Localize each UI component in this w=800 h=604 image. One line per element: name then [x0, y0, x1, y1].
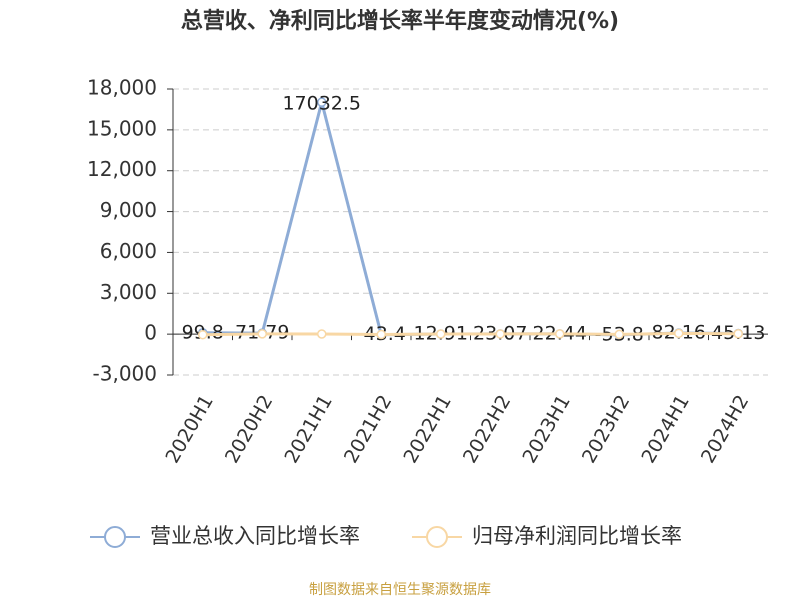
point: [674, 328, 684, 339]
point: [317, 97, 327, 107]
y-tick-label: -3,000: [93, 362, 157, 386]
legend-label: 归母净利润同比增长率: [472, 524, 682, 548]
x-tick-label: 2024H2: [697, 391, 753, 467]
point: [317, 329, 327, 339]
y-tick-label: 18,000: [87, 76, 157, 100]
x-tick-label: 2022H1: [399, 391, 455, 467]
point: [436, 329, 446, 339]
y-tick-label: 6,000: [100, 239, 157, 263]
point: [376, 329, 386, 340]
point: [495, 329, 505, 339]
point: [555, 329, 565, 339]
y-tick-label: 3,000: [100, 280, 157, 304]
x-tick-label: 2021H2: [340, 391, 396, 467]
point: [614, 329, 624, 340]
data-label: 17032.5: [282, 93, 361, 115]
point: [733, 328, 743, 339]
legend-label: 营业总收入同比增长率: [150, 524, 360, 548]
y-tick-label: 15,000: [87, 116, 157, 140]
legend-marker: [426, 526, 448, 548]
point: [198, 329, 208, 340]
x-tick-label: 2022H2: [459, 391, 515, 467]
series-line: [202, 101, 739, 337]
y-tick-label: 9,000: [100, 198, 157, 222]
point: [257, 329, 267, 339]
x-tick-label: 2023H1: [518, 391, 574, 467]
y-tick-label: 12,000: [87, 157, 157, 181]
x-tick-label: 2021H1: [280, 391, 336, 467]
series-line: [202, 331, 739, 337]
source: 制图数据来自恒生聚源数据库: [309, 582, 491, 598]
chart-title: 总营收、净利同比增长率半年度变动情况(%): [181, 8, 619, 34]
y-tick-label: 0: [144, 321, 157, 345]
x-tick-label: 2023H2: [578, 391, 634, 467]
x-tick-label: 2020H1: [161, 391, 217, 467]
legend-marker: [104, 526, 126, 548]
x-tick-label: 2024H1: [637, 391, 693, 467]
x-tick-label: 2020H2: [221, 391, 277, 467]
